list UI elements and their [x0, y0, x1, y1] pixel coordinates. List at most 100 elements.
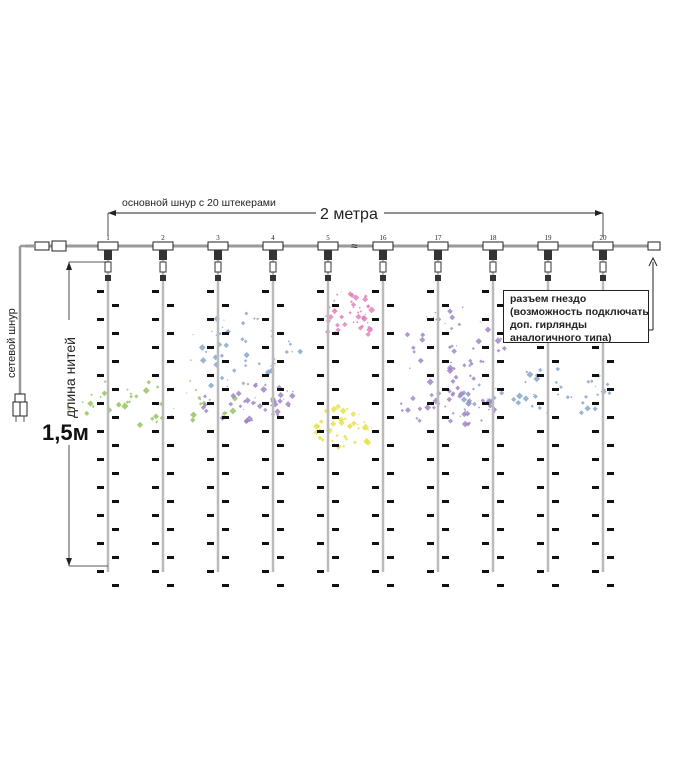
sparkle: [260, 386, 268, 393]
sparkle: [243, 351, 250, 359]
sparkle: [189, 379, 192, 383]
led: [167, 304, 174, 307]
led: [262, 570, 269, 573]
sparkle: [235, 390, 242, 397]
led: [112, 332, 119, 335]
led: [332, 304, 339, 307]
t-connector: 17: [427, 234, 449, 260]
led: [222, 528, 229, 531]
led: [387, 528, 394, 531]
sparkle: [190, 417, 196, 423]
led: [482, 374, 489, 377]
strand: [207, 250, 229, 587]
sparkle: [335, 327, 341, 333]
led: [152, 542, 159, 545]
t-connector: 1: [97, 234, 119, 260]
sparkle: [477, 406, 481, 409]
sparkle: [415, 416, 419, 420]
sparkle: [197, 396, 202, 400]
sparkle: [150, 416, 155, 421]
led: [222, 416, 229, 419]
sparkle: [449, 314, 456, 321]
led: [387, 416, 394, 419]
sparkle: [287, 340, 291, 343]
sparkle: [343, 417, 347, 421]
sparkle: [352, 440, 357, 445]
led: [497, 444, 504, 447]
sparkle: [277, 398, 283, 404]
led: [372, 486, 379, 489]
led: [97, 570, 104, 573]
sparkle: [350, 302, 357, 308]
led: [332, 472, 339, 475]
led: [277, 556, 284, 559]
sparkle: [426, 378, 434, 386]
led: [497, 584, 504, 587]
sparkle: [167, 391, 169, 393]
sparkle: [274, 408, 281, 416]
sparkle: [494, 337, 502, 345]
led: [332, 388, 339, 391]
sparkle: [339, 407, 347, 415]
sparkle: [221, 326, 224, 329]
sparkle: [244, 311, 249, 316]
led: [427, 402, 434, 405]
connector-number: 4: [271, 234, 275, 242]
sparkle: [330, 439, 334, 443]
led: [317, 290, 324, 293]
sparkle: [244, 397, 251, 404]
led: [152, 402, 159, 405]
sparkle: [198, 344, 206, 351]
led: [262, 486, 269, 489]
sparkle: [246, 382, 250, 386]
sparkle: [263, 407, 268, 413]
sparkle: [417, 406, 423, 412]
led: [97, 486, 104, 489]
sparkle: [479, 359, 483, 364]
sparkle: [424, 404, 432, 411]
sparkle: [554, 380, 558, 385]
led: [442, 416, 449, 419]
sparkle: [434, 311, 437, 314]
led: [207, 542, 214, 545]
led: [537, 542, 544, 545]
sparkle: [594, 385, 597, 388]
led: [332, 584, 339, 587]
led: [552, 360, 559, 363]
sparkle: [173, 407, 175, 410]
sparkle: [468, 374, 472, 378]
connector-number: 17: [435, 234, 443, 242]
led: [387, 360, 394, 363]
led: [332, 416, 339, 419]
led: [607, 416, 614, 419]
sparkle: [126, 388, 129, 391]
connector-number: 2: [161, 234, 165, 242]
led: [482, 514, 489, 517]
led: [262, 402, 269, 405]
led: [387, 332, 394, 335]
sparkle: [199, 357, 207, 364]
led: [482, 570, 489, 573]
led: [607, 444, 614, 447]
led: [152, 318, 159, 321]
led: [427, 318, 434, 321]
sparkle: [90, 393, 93, 396]
sparkle: [208, 382, 215, 389]
callout-line: разъем гнездо: [510, 293, 587, 305]
sparkle: [449, 326, 454, 331]
sparkle: [243, 363, 248, 368]
connector-number: 16: [380, 234, 388, 242]
sparkle: [451, 348, 457, 354]
led: [537, 486, 544, 489]
sparkle: [341, 291, 343, 293]
callout-line: доп. гирлянды: [510, 319, 588, 331]
sparkle: [81, 401, 84, 404]
sparkle: [356, 423, 359, 426]
sparkle: [84, 410, 90, 416]
sparkle: [229, 407, 237, 415]
led: [482, 542, 489, 545]
led: [372, 430, 379, 433]
led: [222, 332, 229, 335]
led: [262, 542, 269, 545]
sparkle: [432, 316, 435, 319]
